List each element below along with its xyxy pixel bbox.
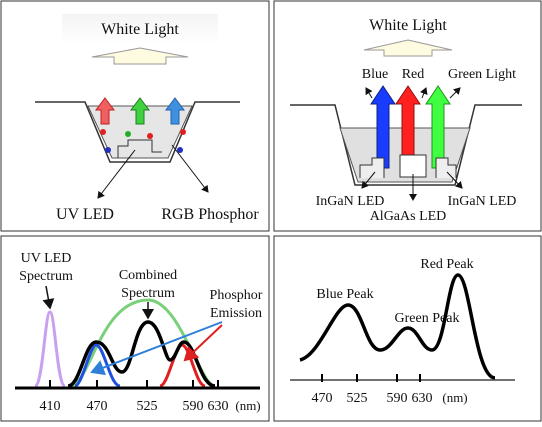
tick-label: 410	[40, 399, 61, 414]
label: UV LED	[56, 206, 114, 223]
shape-rect	[400, 155, 426, 177]
label: InGaN LED	[316, 194, 385, 209]
figure: White Light UV LED RGB Phosphor White Li…	[0, 0, 542, 422]
shape-line	[422, 88, 426, 98]
tick-label: (nm)	[235, 398, 260, 413]
tick-label: 525	[137, 399, 158, 414]
shape-circle	[100, 129, 106, 135]
label: Combined	[119, 268, 177, 283]
tick-label: 470	[312, 391, 333, 406]
label: AlGaAs LED	[370, 209, 447, 224]
shape-line	[46, 286, 50, 308]
label: Blue	[362, 67, 388, 82]
label: InGaN LED	[448, 194, 517, 209]
shape-circle	[147, 133, 153, 139]
shape-circle	[105, 147, 111, 153]
shape-line	[366, 88, 372, 98]
shape-line	[172, 145, 208, 192]
tick-label: 590	[387, 391, 408, 406]
label: Emission	[210, 306, 262, 321]
label: Red	[402, 67, 425, 82]
tick-label: 630	[412, 391, 433, 406]
shape-polygon	[364, 40, 452, 56]
label: UV LED	[21, 251, 72, 266]
label: Red Peak	[420, 257, 473, 272]
shape-circle	[125, 131, 131, 137]
label: RGB Phosphor	[161, 206, 259, 223]
tick-label: 525	[347, 391, 368, 406]
shape-line	[185, 325, 222, 360]
label: Phosphor	[210, 288, 263, 303]
tick-label: 470	[87, 399, 108, 414]
shape-circle	[180, 129, 186, 135]
shape-polygon	[92, 48, 188, 64]
shape-path	[35, 312, 65, 386]
tick-label: 590	[183, 399, 204, 414]
tick-label: (nm)	[442, 390, 467, 405]
label: Green Peak	[395, 311, 460, 326]
page: {"panels": [ {"title": "White Light", "l…	[0, 0, 542, 422]
label: Green Light	[448, 67, 516, 82]
tick-label: 630	[208, 399, 229, 414]
shape-line	[450, 88, 460, 98]
label: Spectrum	[19, 269, 73, 284]
panel-title: White Light	[101, 21, 179, 38]
label: Blue Peak	[316, 287, 373, 302]
panel-title: White Light	[369, 17, 447, 34]
